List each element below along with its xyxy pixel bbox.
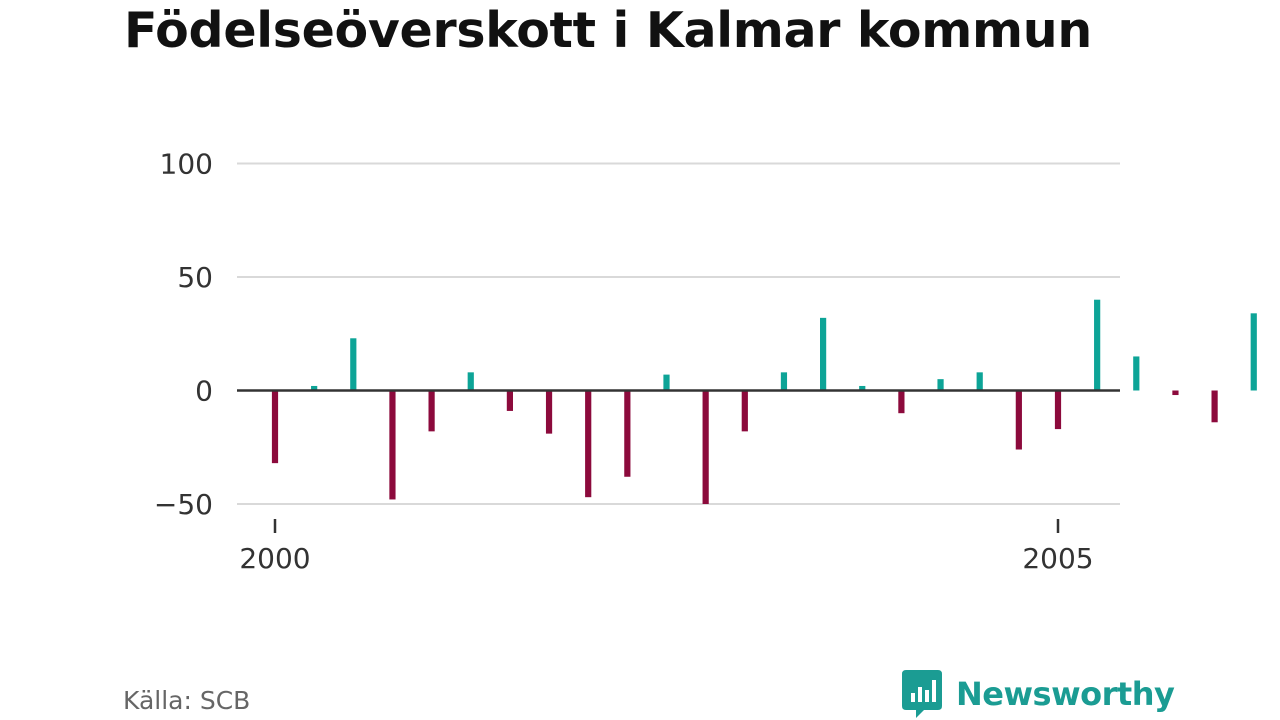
bar [1015,390,1022,450]
bar [1133,356,1140,391]
bar [1094,299,1101,391]
bar [780,372,788,391]
bar [585,390,592,498]
bar [820,317,827,391]
brand-logo: Newsworthy [902,670,1175,718]
bars [271,299,1257,504]
bar [350,338,357,391]
y-axis: 100 50 0 −50 [154,148,213,522]
bar [624,390,631,477]
bar [859,385,866,391]
bar [663,374,670,391]
source-note: Källa: SCB [123,686,251,715]
chart-title: Födelseöverskott i Kalmar kommun [124,2,1092,59]
y-tick-label: −50 [154,488,213,521]
bar [741,390,748,432]
bar [389,390,396,500]
bar [702,390,709,504]
bar [506,390,513,411]
bar [976,372,983,391]
x-tick-label: 2000 [239,542,310,575]
bar [428,390,435,432]
bar [1054,390,1062,430]
bar [271,390,279,464]
brand-name: Newsworthy [956,675,1175,713]
bar [545,390,553,434]
bar [898,390,905,414]
newsworthy-bar-chart-icon [902,670,942,718]
y-tick-label: 50 [177,261,213,294]
bar [1172,390,1179,396]
bar [311,385,318,391]
bar [467,372,474,391]
bar [937,379,944,391]
bar [1211,390,1218,423]
x-axis: 200020052010201520202025 [239,519,1094,575]
gridlines [237,162,1120,505]
x-tick-label: 2005 [1022,542,1093,575]
y-tick-label: 0 [195,375,213,408]
bar [1250,313,1257,391]
y-tick-label: 100 [160,148,213,181]
